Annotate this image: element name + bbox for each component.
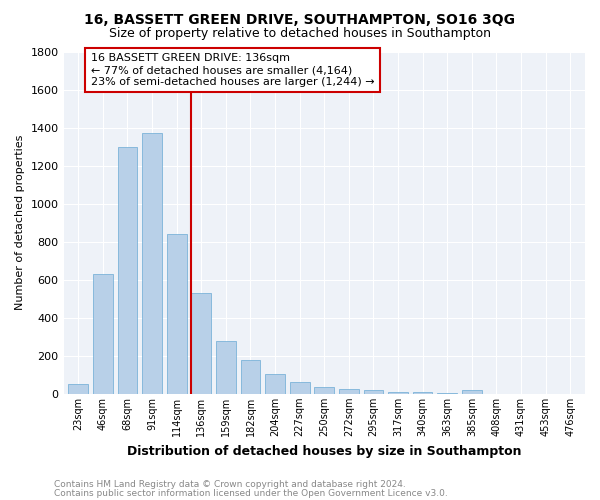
Bar	[142, 134, 162, 394]
Bar	[68, 384, 88, 394]
Text: Size of property relative to detached houses in Southampton: Size of property relative to detached ho…	[109, 28, 491, 40]
Bar	[167, 234, 187, 394]
Bar	[118, 146, 137, 394]
Bar	[265, 374, 285, 394]
Bar	[93, 274, 113, 394]
Text: Contains public sector information licensed under the Open Government Licence v3: Contains public sector information licen…	[54, 488, 448, 498]
Bar	[290, 382, 310, 394]
Text: 16, BASSETT GREEN DRIVE, SOUTHAMPTON, SO16 3QG: 16, BASSETT GREEN DRIVE, SOUTHAMPTON, SO…	[85, 12, 515, 26]
Bar	[314, 387, 334, 394]
X-axis label: Distribution of detached houses by size in Southampton: Distribution of detached houses by size …	[127, 444, 521, 458]
Bar	[191, 293, 211, 394]
Bar	[413, 392, 433, 394]
Bar	[339, 389, 359, 394]
Bar	[437, 393, 457, 394]
Bar	[388, 392, 408, 394]
Bar	[241, 360, 260, 394]
Bar	[462, 390, 482, 394]
Y-axis label: Number of detached properties: Number of detached properties	[15, 135, 25, 310]
Bar	[364, 390, 383, 394]
Text: Contains HM Land Registry data © Crown copyright and database right 2024.: Contains HM Land Registry data © Crown c…	[54, 480, 406, 489]
Bar	[216, 340, 236, 394]
Text: 16 BASSETT GREEN DRIVE: 136sqm
← 77% of detached houses are smaller (4,164)
23% : 16 BASSETT GREEN DRIVE: 136sqm ← 77% of …	[91, 54, 374, 86]
